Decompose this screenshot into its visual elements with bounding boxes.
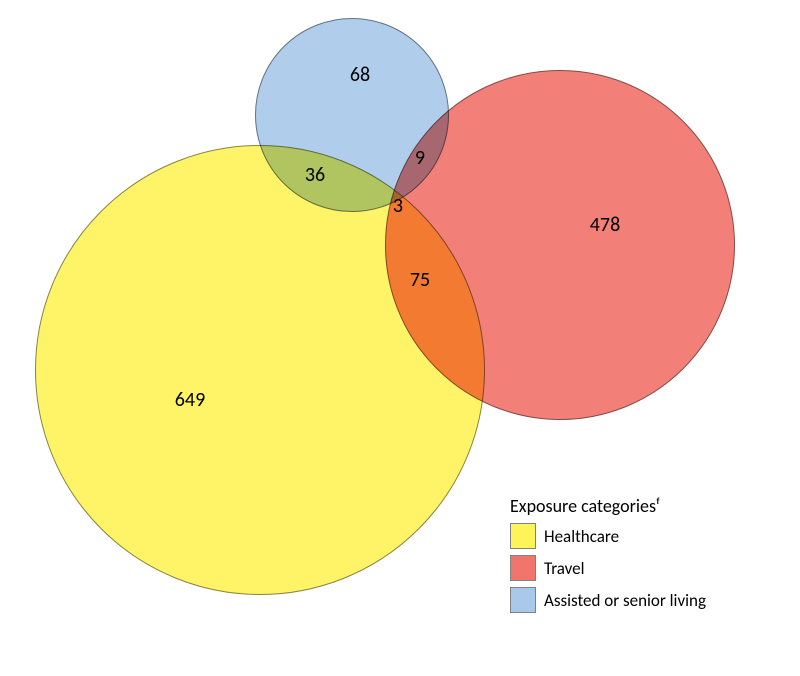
legend-label-assisted: Assisted or senior living bbox=[544, 590, 706, 611]
label-travel-only: 478 bbox=[590, 213, 620, 237]
swatch-travel bbox=[510, 555, 536, 581]
label-hc-assisted: 36 bbox=[305, 163, 325, 187]
legend: Exposure categoriesᶠ Healthcare Travel A… bbox=[510, 495, 706, 619]
legend-label-travel: Travel bbox=[544, 558, 585, 579]
swatch-assisted bbox=[510, 587, 536, 613]
label-all-three: 3 bbox=[393, 194, 403, 218]
label-tr-assisted: 9 bbox=[415, 146, 425, 170]
swatch-healthcare bbox=[510, 523, 536, 549]
legend-label-healthcare: Healthcare bbox=[544, 526, 619, 547]
legend-item-travel: Travel bbox=[510, 555, 706, 581]
label-healthcare-only: 649 bbox=[175, 388, 205, 412]
legend-item-assisted: Assisted or senior living bbox=[510, 587, 706, 613]
legend-title: Exposure categoriesᶠ bbox=[510, 495, 706, 517]
venn-diagram: 649 478 68 36 9 75 3 Exposure categories… bbox=[0, 0, 800, 676]
label-hc-travel: 75 bbox=[410, 268, 430, 292]
label-assisted-only: 68 bbox=[350, 63, 370, 87]
circle-healthcare bbox=[35, 145, 485, 595]
legend-item-healthcare: Healthcare bbox=[510, 523, 706, 549]
